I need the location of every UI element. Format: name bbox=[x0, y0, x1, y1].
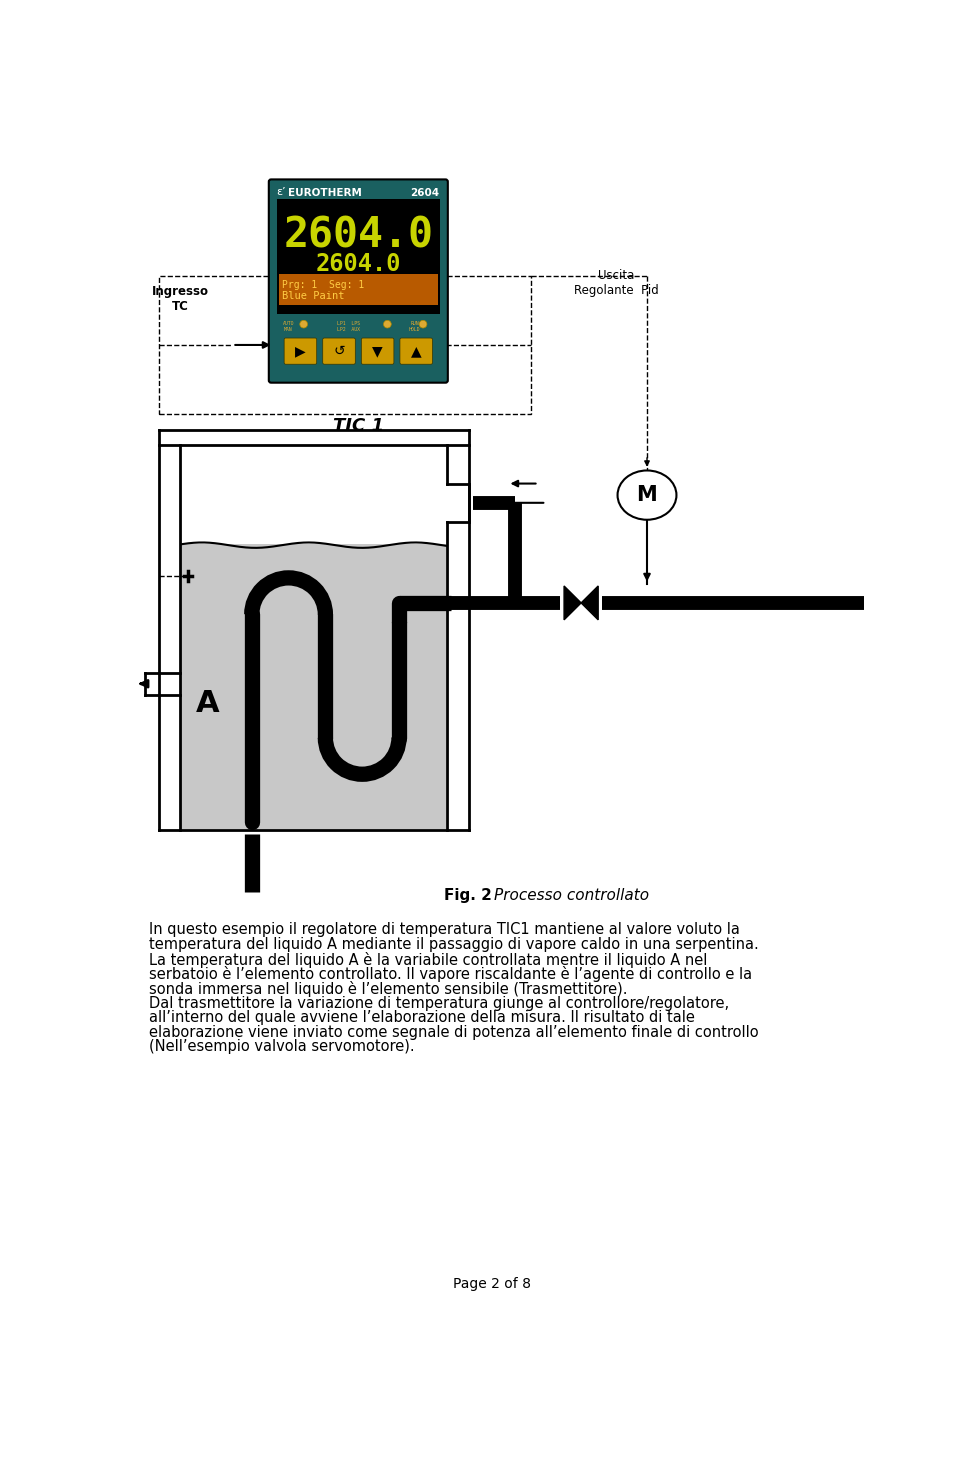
Polygon shape bbox=[564, 587, 581, 620]
Circle shape bbox=[383, 320, 392, 328]
Text: serbatoio è l’elemento controllato. Il vapore riscaldante è l’agente di controll: serbatoio è l’elemento controllato. Il v… bbox=[150, 967, 753, 982]
FancyBboxPatch shape bbox=[323, 338, 355, 364]
FancyBboxPatch shape bbox=[269, 180, 447, 383]
Text: La temperatura del liquido A è la variabile controllata mentre il liquido A nel: La temperatura del liquido A è la variab… bbox=[150, 952, 708, 967]
Text: Blue Paint: Blue Paint bbox=[282, 291, 345, 301]
FancyBboxPatch shape bbox=[400, 338, 432, 364]
Bar bbox=[278, 274, 438, 304]
Circle shape bbox=[420, 320, 427, 328]
Text: Prg: 1  Seg: 1: Prg: 1 Seg: 1 bbox=[282, 279, 364, 290]
Text: M: M bbox=[636, 486, 658, 505]
Text: temperatura del liquido A mediante il passaggio di vapore caldo in una serpentin: temperatura del liquido A mediante il pa… bbox=[150, 938, 759, 952]
Bar bbox=[158, 430, 468, 830]
Text: (Nell’esempio valvola servomotore).: (Nell’esempio valvola servomotore). bbox=[150, 1040, 415, 1055]
Text: elaborazione viene inviato come segnale di potenza all’elemento finale di contro: elaborazione viene inviato come segnale … bbox=[150, 1026, 759, 1040]
Text: A: A bbox=[196, 689, 220, 717]
Text: 2604.0: 2604.0 bbox=[316, 252, 401, 277]
Text: sonda immersa nel liquido è l’elemento sensibile (Trasmettitore).: sonda immersa nel liquido è l’elemento s… bbox=[150, 982, 628, 996]
Text: Uscita
Regolante  Pid: Uscita Regolante Pid bbox=[574, 269, 659, 297]
Text: Ingresso
TC: Ingresso TC bbox=[152, 285, 209, 313]
Polygon shape bbox=[581, 587, 598, 620]
Circle shape bbox=[300, 320, 307, 328]
Bar bbox=[181, 544, 446, 830]
Bar bbox=[158, 275, 531, 414]
Text: In questo esempio il regolatore di temperatura TIC1 mantiene al valore voluto la: In questo esempio il regolatore di tempe… bbox=[150, 923, 740, 938]
Text: ↺: ↺ bbox=[333, 344, 345, 358]
Text: all’interno del quale avviene l’elaborazione della misura. Il risultato di tale: all’interno del quale avviene l’elaboraz… bbox=[150, 1011, 695, 1026]
Text: ε’: ε’ bbox=[276, 187, 286, 196]
Text: ▶: ▶ bbox=[295, 344, 305, 358]
Text: Page 2 of 8: Page 2 of 8 bbox=[453, 1277, 531, 1292]
Text: ▲: ▲ bbox=[411, 344, 421, 358]
Text: Dal trasmettitore la variazione di temperatura giunge al controllore/regolatore,: Dal trasmettitore la variazione di tempe… bbox=[150, 996, 730, 1011]
Bar bbox=[276, 199, 440, 315]
Text: Processo controllato: Processo controllato bbox=[494, 888, 650, 903]
Text: EUROTHERM: EUROTHERM bbox=[288, 187, 362, 198]
Text: TIC 1: TIC 1 bbox=[333, 417, 384, 435]
Text: ▼: ▼ bbox=[372, 344, 383, 358]
FancyBboxPatch shape bbox=[361, 338, 394, 364]
Text: 2604: 2604 bbox=[410, 187, 440, 198]
Text: 2604.0: 2604.0 bbox=[283, 215, 433, 256]
FancyBboxPatch shape bbox=[284, 338, 317, 364]
Text: Fig. 2: Fig. 2 bbox=[444, 888, 492, 903]
Text: RUN
HOLD: RUN HOLD bbox=[409, 320, 420, 332]
Text: AUTO
MAN: AUTO MAN bbox=[282, 320, 294, 332]
Text: LP1  LPS
LP2  AUX: LP1 LPS LP2 AUX bbox=[337, 320, 360, 332]
Ellipse shape bbox=[617, 471, 677, 519]
